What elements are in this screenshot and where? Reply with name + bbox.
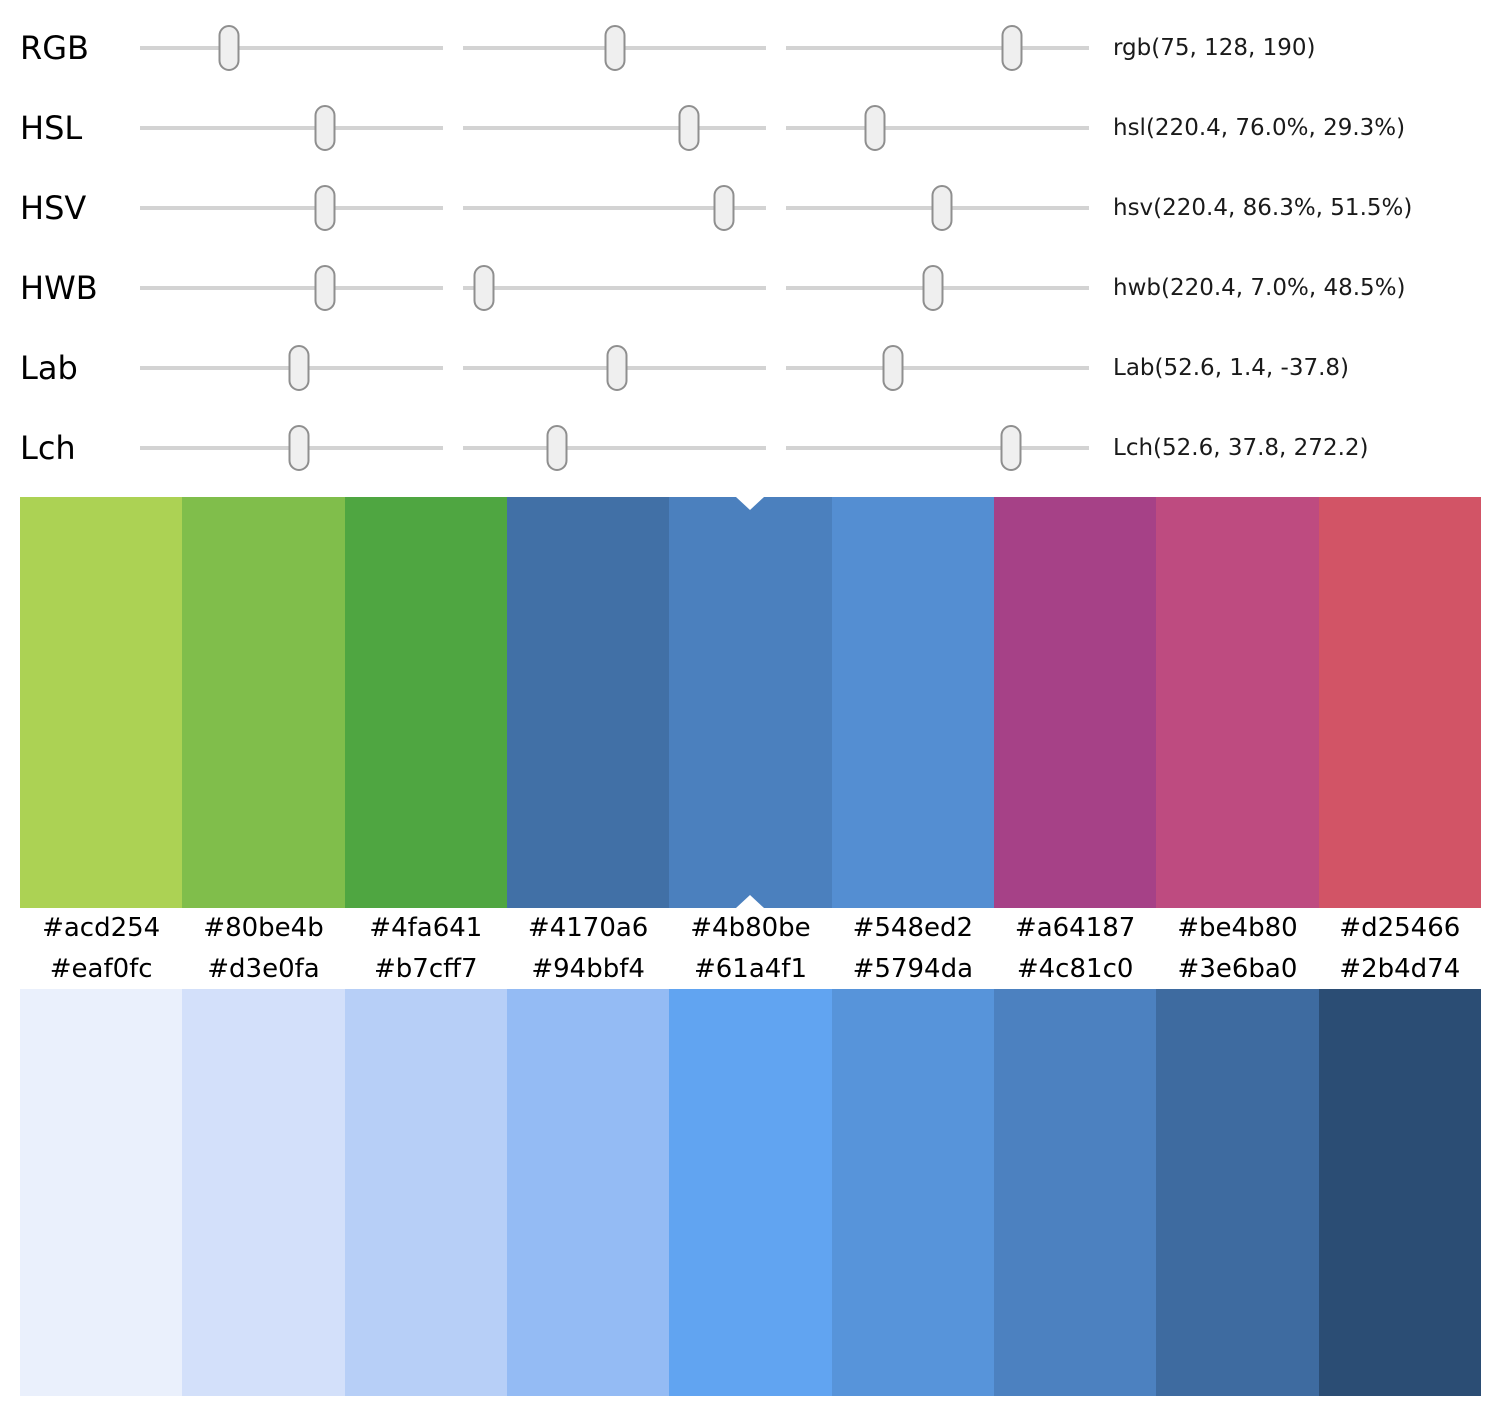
lab-a-slider-thumb[interactable]	[606, 345, 628, 391]
lch-hue-slider-thumb[interactable]	[1000, 425, 1022, 471]
slider-row-hwb: HWB hwb(220.4, 7.0%, 48.5%)	[0, 248, 1501, 328]
slider-row-hsl: HSL hsl(220.4, 76.0%, 29.3%)	[0, 88, 1501, 168]
palette-top-swatch-1[interactable]	[20, 497, 183, 908]
rgb-red-slider-thumb[interactable]	[218, 25, 240, 71]
hwb-blackness-slider-track[interactable]	[786, 265, 1089, 311]
rgb-value-text: rgb(75, 128, 190)	[1113, 35, 1316, 61]
palette-bottom-hex-label-7: #4c81c0	[1016, 953, 1134, 984]
hsv-value-slider-track[interactable]	[786, 185, 1089, 231]
palette-top-hex-label-1: #acd254	[42, 913, 161, 943]
palette-top-swatch-2[interactable]	[182, 497, 345, 908]
palette-bottom-hex-label-2: #d3e0fa	[207, 953, 320, 984]
palette-bottom-hex-label-9: #2b4d74	[1339, 953, 1461, 984]
palette-bottom-swatch-7[interactable]	[993, 989, 1157, 1396]
hsl-hue-slider-track[interactable]	[140, 105, 443, 151]
lch-value-text: Lch(52.6, 37.8, 272.2)	[1113, 435, 1369, 461]
palette-top-swatch-4[interactable]	[506, 497, 670, 908]
slider-row-lch: Lch Lch(52.6, 37.8, 272.2)	[0, 408, 1501, 488]
palette-bottom-swatch-3[interactable]	[344, 989, 507, 1396]
hsl-saturation-slider-thumb[interactable]	[678, 105, 700, 151]
hue-palette-hex-labels: #acd254 #80be4b #4fa641 #4170a6 #4b80be …	[20, 908, 1481, 948]
slider-row-rgb: RGB rgb(75, 128, 190)	[0, 8, 1501, 88]
palette-top-swatch-6[interactable]	[831, 497, 994, 908]
lab-b-slider-track[interactable]	[786, 345, 1089, 391]
hwb-value-text: hwb(220.4, 7.0%, 48.5%)	[1113, 275, 1406, 301]
palette-top-swatch-5-selected[interactable]	[669, 497, 832, 908]
hsl-saturation-slider-track[interactable]	[463, 105, 766, 151]
hsv-value-text: hsv(220.4, 86.3%, 51.5%)	[1113, 195, 1413, 221]
tint-shade-palette	[20, 989, 1481, 1396]
hsl-lightness-slider-track[interactable]	[786, 105, 1089, 151]
palette-bottom-hex-label-5: #61a4f1	[693, 953, 807, 984]
palette-top-hex-label-2: #80be4b	[203, 913, 324, 943]
lab-lightness-slider-track[interactable]	[140, 345, 443, 391]
slider-row-label-rgb: RGB	[20, 29, 89, 67]
selected-swatch-notch-bottom	[736, 895, 765, 908]
palette-top-swatch-8[interactable]	[1156, 497, 1319, 908]
hsv-value-slider-thumb[interactable]	[931, 185, 953, 231]
rgb-blue-slider-track[interactable]	[786, 25, 1089, 71]
lab-a-slider-track[interactable]	[463, 345, 766, 391]
slider-panel: RGB rgb(75, 128, 190) HSL hsl(220	[0, 0, 1501, 488]
lch-chroma-slider-thumb[interactable]	[546, 425, 568, 471]
lab-b-slider-thumb[interactable]	[882, 345, 904, 391]
hsl-hue-slider-thumb[interactable]	[314, 105, 336, 151]
palette-top-swatch-7[interactable]	[993, 497, 1157, 908]
hwb-hue-slider-thumb[interactable]	[314, 265, 336, 311]
palette-bottom-hex-label-1: #eaf0fc	[49, 953, 153, 984]
palette-bottom-swatch-4[interactable]	[506, 989, 670, 1396]
palette-bottom-swatch-9[interactable]	[1318, 989, 1481, 1396]
slider-row-label-hwb: HWB	[20, 269, 98, 307]
hue-variations-palette	[20, 497, 1481, 908]
palette-bottom-swatch-8[interactable]	[1156, 989, 1319, 1396]
rgb-blue-slider-thumb[interactable]	[1001, 25, 1023, 71]
hwb-whiteness-slider-track[interactable]	[463, 265, 766, 311]
hsv-hue-slider-track[interactable]	[140, 185, 443, 231]
palette-top-hex-label-8: #be4b80	[1177, 913, 1298, 943]
palette-top-hex-label-9: #d25466	[1339, 913, 1461, 943]
palette-bottom-swatch-1[interactable]	[20, 989, 183, 1396]
hsv-hue-slider-thumb[interactable]	[314, 185, 336, 231]
palette-top-hex-label-4: #4170a6	[527, 913, 649, 943]
slider-row-lab: Lab Lab(52.6, 1.4, -37.8)	[0, 328, 1501, 408]
lch-chroma-slider-track[interactable]	[463, 425, 766, 471]
palette-top-hex-label-3: #4fa641	[369, 913, 483, 943]
slider-row-hsv: HSV hsv(220.4, 86.3%, 51.5%)	[0, 168, 1501, 248]
palette-top-swatch-9[interactable]	[1318, 497, 1481, 908]
palette-top-hex-label-7: #a64187	[1014, 913, 1136, 943]
lab-value-text: Lab(52.6, 1.4, -37.8)	[1113, 355, 1349, 381]
hwb-hue-slider-track[interactable]	[140, 265, 443, 311]
palette-bottom-swatch-2[interactable]	[182, 989, 345, 1396]
hsl-lightness-slider-thumb[interactable]	[864, 105, 886, 151]
palette-bottom-swatch-5[interactable]	[669, 989, 832, 1396]
palette-top-hex-label-6: #548ed2	[852, 913, 974, 943]
lab-lightness-slider-thumb[interactable]	[288, 345, 310, 391]
palette-top-hex-label-5: #4b80be	[690, 913, 811, 943]
rgb-green-slider-thumb[interactable]	[604, 25, 626, 71]
slider-row-label-hsl: HSL	[20, 109, 83, 147]
hwb-whiteness-slider-thumb[interactable]	[473, 265, 495, 311]
hsv-saturation-slider-track[interactable]	[463, 185, 766, 231]
tint-shade-palette-hex-labels: #eaf0fc #d3e0fa #b7cff7 #94bbf4 #61a4f1 …	[20, 948, 1481, 989]
hwb-blackness-slider-thumb[interactable]	[922, 265, 944, 311]
slider-row-label-lch: Lch	[20, 429, 76, 467]
rgb-green-slider-track[interactable]	[463, 25, 766, 71]
palette-top-swatch-3[interactable]	[344, 497, 507, 908]
lch-hue-slider-track[interactable]	[786, 425, 1089, 471]
palette-bottom-hex-label-6: #5794da	[852, 953, 973, 984]
hsl-value-text: hsl(220.4, 76.0%, 29.3%)	[1113, 115, 1406, 141]
palette-bottom-hex-label-8: #3e6ba0	[1177, 953, 1298, 984]
palette-bottom-hex-label-3: #b7cff7	[374, 953, 478, 984]
hsv-saturation-slider-thumb[interactable]	[713, 185, 735, 231]
lch-lightness-slider-thumb[interactable]	[288, 425, 310, 471]
lch-lightness-slider-track[interactable]	[140, 425, 443, 471]
slider-row-label-hsv: HSV	[20, 189, 87, 227]
rgb-red-slider-track[interactable]	[140, 25, 443, 71]
palette-bottom-swatch-6[interactable]	[831, 989, 994, 1396]
palette-bottom-hex-label-4: #94bbf4	[531, 953, 645, 984]
selected-swatch-notch-top	[736, 497, 765, 510]
slider-row-label-lab: Lab	[20, 349, 78, 387]
